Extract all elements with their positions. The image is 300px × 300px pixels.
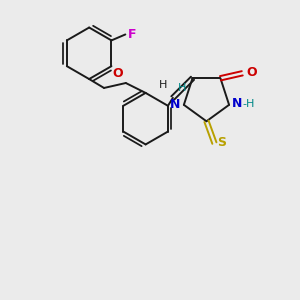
Text: N: N bbox=[169, 98, 180, 111]
Text: H: H bbox=[159, 80, 167, 90]
Text: S: S bbox=[218, 136, 226, 148]
Text: O: O bbox=[246, 66, 257, 79]
Text: O: O bbox=[112, 67, 123, 80]
Text: N: N bbox=[232, 97, 242, 110]
Text: F: F bbox=[128, 28, 137, 41]
Text: H: H bbox=[178, 83, 186, 93]
Text: -H: -H bbox=[242, 99, 254, 109]
